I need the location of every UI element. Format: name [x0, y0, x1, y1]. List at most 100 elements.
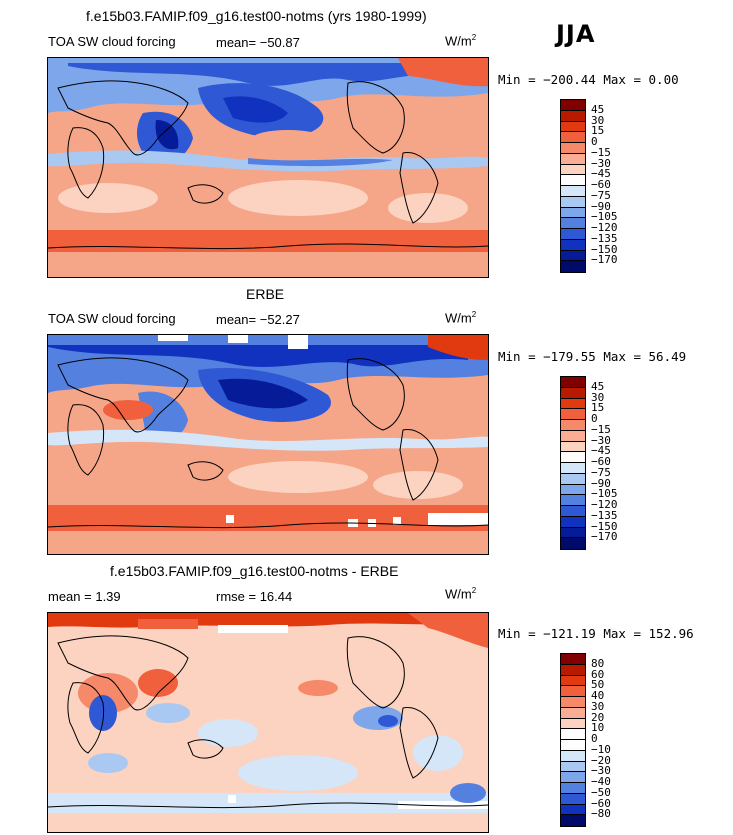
colorbar-swatch — [561, 409, 585, 420]
colorbar-tick-label: 20 — [591, 710, 605, 724]
colorbar-tick-label: 30 — [591, 113, 605, 127]
colorbar-tick-label: 80 — [591, 656, 605, 670]
colorbar-swatch — [561, 804, 585, 816]
colorbar-tick-label: −75 — [591, 188, 611, 202]
panel3-mean: mean = 1.39 — [48, 589, 121, 604]
panel1-variable: TOA SW cloud forcing — [48, 34, 176, 49]
panel3-units: W/m2 — [445, 586, 477, 602]
colorbar-tick-label: −10 — [591, 742, 611, 756]
panel1-units: W/m2 — [445, 33, 477, 49]
colorbar-tick-label: −30 — [591, 764, 611, 778]
panel2-colorbar-labels: 45 30 15 0 −15 −30 −45 −60 −75 −90 −105 −120 −135 −15… — [591, 380, 651, 552]
colorbar-swatch — [561, 430, 585, 442]
colorbar-swatch — [561, 143, 585, 154]
colorbar-tick-label: 45 — [591, 102, 605, 116]
panel3-map — [47, 612, 489, 833]
colorbar-swatch — [561, 675, 585, 687]
colorbar-tick-label: −105 — [591, 210, 618, 224]
colorbar-tick-label: 15 — [591, 124, 605, 138]
colorbar-swatch — [561, 729, 585, 740]
colorbar-swatch — [561, 121, 585, 133]
colorbar-tick-label: −40 — [591, 775, 611, 788]
colorbar-swatch — [561, 815, 585, 826]
panel1-minmax: Min = −200.44 Max = 0.00 — [498, 72, 679, 87]
colorbar-tick-label: −45 — [591, 167, 611, 181]
colorbar-swatch — [561, 473, 585, 485]
figure-title: f.e15b03.FAMIP.f09_g16.test00-notms (yrs… — [86, 8, 427, 24]
colorbar-swatch — [561, 718, 585, 730]
colorbar-swatch — [561, 218, 585, 229]
colorbar-tick-label: 40 — [591, 689, 605, 702]
panel1-map — [47, 57, 489, 278]
colorbar-tick-label: 0 — [591, 135, 598, 148]
colorbar-tick-label: 30 — [591, 390, 605, 404]
panel1-colorbar — [560, 99, 586, 273]
colorbar-swatch — [561, 761, 585, 773]
colorbar-swatch — [561, 793, 585, 805]
colorbar-swatch — [561, 697, 585, 708]
panel2-mean: mean= −52.27 — [216, 312, 300, 327]
colorbar-swatch — [561, 377, 585, 388]
colorbar-swatch — [561, 164, 585, 176]
colorbar-tick-label: 30 — [591, 699, 605, 713]
panel2-variable: TOA SW cloud forcing — [48, 311, 176, 326]
colorbar-tick-label: −150 — [591, 519, 618, 533]
colorbar-tick-label: −60 — [591, 455, 611, 468]
colorbar-tick-label: −75 — [591, 465, 611, 479]
colorbar-swatch — [561, 175, 585, 186]
colorbar-tick-label: −120 — [591, 498, 618, 511]
colorbar-swatch — [561, 538, 585, 549]
colorbar-swatch — [561, 132, 585, 143]
colorbar-tick-label: −150 — [591, 242, 618, 256]
colorbar-tick-label: −15 — [591, 145, 611, 159]
panel2-colorbar — [560, 376, 586, 550]
panel3-colorbar — [560, 653, 586, 827]
panel3-title: f.e15b03.FAMIP.f09_g16.test00-notms - ER… — [110, 563, 399, 579]
colorbar-tick-label: −30 — [591, 156, 611, 170]
panel2-title: ERBE — [246, 286, 285, 302]
colorbar-swatch — [561, 420, 585, 431]
colorbar-tick-label: 60 — [591, 667, 605, 681]
colorbar-tick-label: −30 — [591, 433, 611, 447]
colorbar-tick-label: 45 — [591, 379, 605, 393]
colorbar-swatch — [561, 750, 585, 762]
panel1-mean: mean= −50.87 — [216, 35, 300, 50]
colorbar-swatch — [561, 783, 585, 794]
colorbar-tick-label: −20 — [591, 753, 611, 767]
colorbar-tick-label: −60 — [591, 796, 611, 810]
colorbar-tick-label: −170 — [591, 530, 618, 544]
colorbar-swatch — [561, 186, 585, 197]
colorbar-tick-label: 0 — [591, 412, 598, 425]
colorbar-swatch — [561, 654, 585, 665]
colorbar-tick-label: −50 — [591, 785, 611, 799]
colorbar-swatch — [561, 387, 585, 399]
panel3-colorbar-labels: 80 60 50 40 30 20 10 0 −10 −20 −30 −40 −50 −60 −80 — [591, 657, 651, 829]
colorbar-swatch — [561, 452, 585, 463]
colorbar-tick-label: −15 — [591, 422, 611, 436]
colorbar-swatch — [561, 516, 585, 528]
colorbar-tick-label: 15 — [591, 401, 605, 415]
colorbar-tick-label: 50 — [591, 678, 605, 692]
colorbar-swatch — [561, 100, 585, 111]
colorbar-swatch — [561, 772, 585, 783]
colorbar-swatch — [561, 261, 585, 272]
colorbar-tick-label: −120 — [591, 221, 618, 234]
panel3-minmax: Min = −121.19 Max = 152.96 — [498, 626, 694, 641]
panel2-units: W/m2 — [445, 310, 477, 326]
colorbar-swatch — [561, 506, 585, 517]
colorbar-swatch — [561, 463, 585, 474]
colorbar-tick-label: −80 — [591, 807, 611, 821]
colorbar-tick-label: −170 — [591, 253, 618, 267]
colorbar-swatch — [561, 207, 585, 219]
colorbar-swatch — [561, 740, 585, 751]
panel2-minmax: Min = −179.55 Max = 56.49 — [498, 349, 687, 364]
colorbar-tick-label: −90 — [591, 476, 611, 490]
colorbar-swatch — [561, 664, 585, 676]
colorbar-swatch — [561, 229, 585, 240]
colorbar-swatch — [561, 196, 585, 208]
panel3-rmse: rmse = 16.44 — [216, 589, 293, 604]
colorbar-tick-label: 0 — [591, 732, 598, 745]
colorbar-swatch — [561, 686, 585, 697]
colorbar-swatch — [561, 527, 585, 539]
colorbar-swatch — [561, 484, 585, 496]
